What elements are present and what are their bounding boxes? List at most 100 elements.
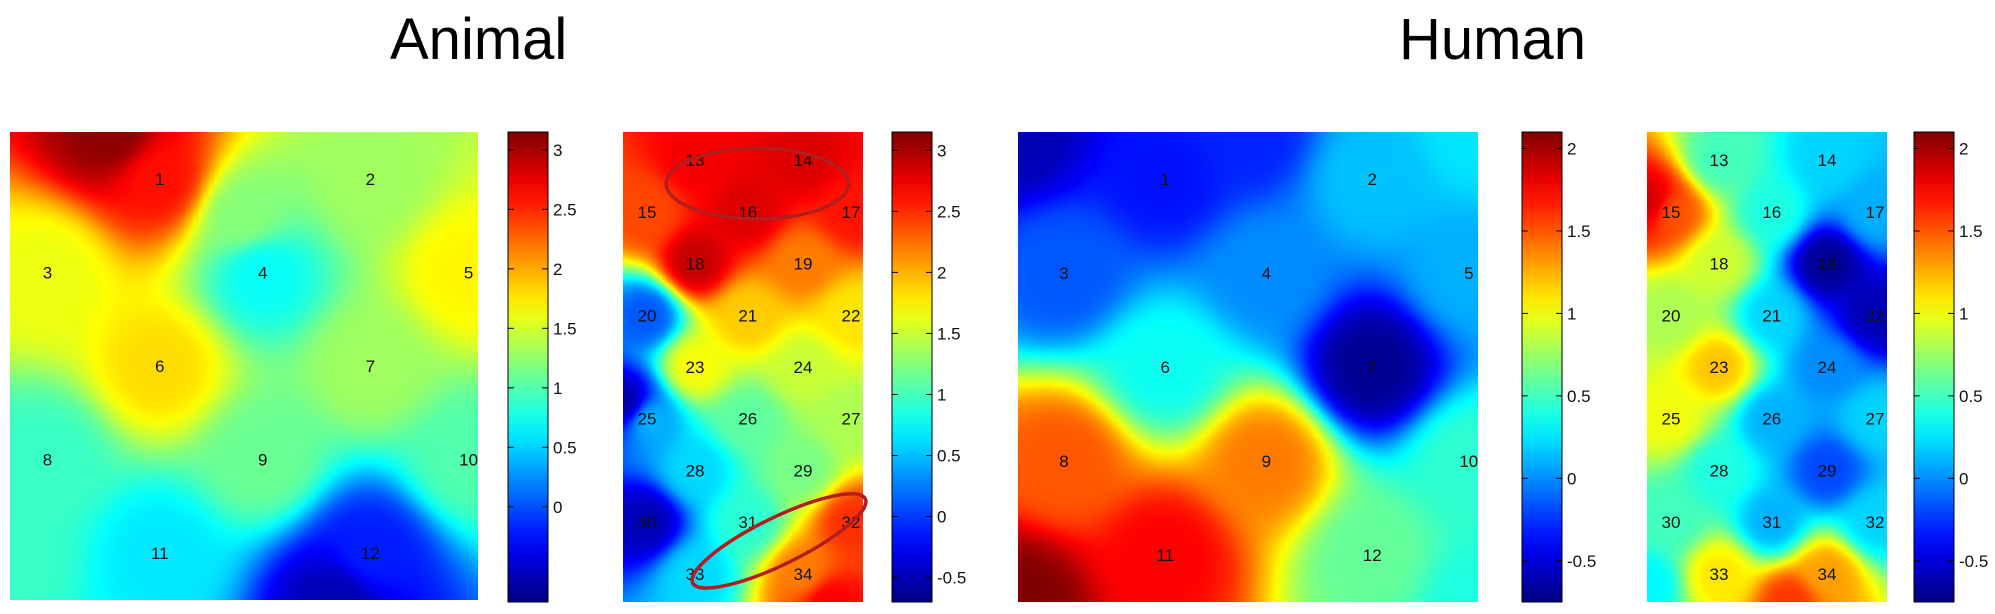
colorbar [508,132,548,602]
electrode-label-1: 1 [155,170,164,189]
colorbar-frame [1521,131,1563,603]
colorbar-tick-label: 1 [553,379,562,398]
electrode-label-11: 11 [1156,546,1174,565]
heat-field [10,132,478,600]
heatmap-panel-animal-1-12: 1 2 3 4 5 6 7 8 9 10 11 12 3 2.5 2 1.5 1 0.5 0 [0,0,600,614]
electrode-label-4: 4 [1262,264,1271,283]
colorbar-tick-label: 2 [1959,139,1968,158]
electrode-label-4: 4 [258,263,267,282]
electrode-label-1: 1 [1160,170,1169,189]
electrode-label-16: 16 [1762,203,1781,222]
electrode-label-6: 6 [155,357,164,376]
electrode-label-8: 8 [1059,452,1068,471]
animal-group-title: Animal [390,7,568,72]
electrode-label-23: 23 [1710,358,1729,377]
electrode-label-15: 15 [638,203,657,222]
electrode-label-14: 14 [1818,151,1837,170]
electrode-label-23: 23 [686,358,705,377]
electrode-label-6: 6 [1160,358,1169,377]
electrode-label-33: 33 [1710,565,1729,584]
colorbar-tick-label: 3 [937,141,946,160]
colorbar [1522,132,1562,602]
colorbar-tick-label: 0 [553,498,562,517]
electrode-label-22: 22 [842,306,861,325]
electrode-label-24: 24 [1818,358,1837,377]
heat-field [1018,132,1478,602]
colorbar-tick-label: 0.5 [937,447,961,466]
electrode-label-12: 12 [361,544,380,563]
electrode-label-5: 5 [1464,264,1473,283]
electrode-label-28: 28 [1710,461,1729,480]
colorbar-tick-label: 1.5 [937,324,961,343]
colorbar-tick-label: -0.5 [1567,552,1596,571]
electrode-label-2: 2 [366,170,375,189]
colorbar-tick-label: 0.5 [1567,387,1591,406]
electrode-label-20: 20 [638,306,657,325]
colorbar-tick-label: 0 [1567,469,1576,488]
colorbar-tick-label: -0.5 [1959,552,1988,571]
electrode-label-27: 27 [842,410,861,429]
electrode-label-32: 32 [1866,513,1885,532]
electrode-label-7: 7 [366,357,375,376]
electrode-label-21: 21 [1762,306,1781,325]
colorbar-tick-label: 1.5 [553,319,577,338]
colorbar-tick-label: 1 [1959,304,1968,323]
electrode-label-18: 18 [686,255,705,274]
electrode-label-17: 17 [1866,203,1885,222]
colorbar-tick-label: 2 [937,263,946,282]
highlight-ellipse-2 [690,492,868,590]
electrode-label-22: 22 [1866,306,1885,325]
electrode-label-8: 8 [43,451,52,470]
electrode-label-10: 10 [459,451,478,470]
electrode-label-15: 15 [1662,203,1681,222]
heatmap-panel-animal-13-34: 13 14 15 16 17 18 19 20 21 22 23 24 25 26 27 28 29 30 31 32… [0,0,980,614]
colorbar-tick-label: 3 [553,141,562,160]
electrode-label-5: 5 [464,263,473,282]
electrode-label-3: 3 [43,263,52,282]
electrode-label-30: 30 [1662,513,1681,532]
colorbar-frame [507,131,549,603]
electrode-label-19: 19 [1818,255,1837,274]
colorbar-tick-label: 0.5 [1959,387,1983,406]
heat-field [623,132,863,602]
electrode-label-19: 19 [794,255,813,274]
highlight-ellipse-1 [664,146,851,221]
electrode-label-34: 34 [794,565,813,584]
colorbar-frame [891,131,933,603]
electrode-label-26: 26 [738,410,757,429]
colorbar-tick-label: 1.5 [1567,222,1591,241]
electrode-label-25: 25 [638,410,657,429]
electrode-label-10: 10 [1459,452,1478,471]
electrode-label-27: 27 [1866,410,1885,429]
colorbar-tick-label: 2 [553,260,562,279]
electrode-label-11: 11 [151,544,169,563]
colorbar [892,132,932,602]
electrode-label-29: 29 [1818,461,1837,480]
electrode-label-18: 18 [1710,255,1729,274]
electrode-label-30: 30 [638,513,657,532]
electrode-label-13: 13 [1710,151,1729,170]
electrode-label-9: 9 [258,451,267,470]
electrode-label-2: 2 [1367,170,1376,189]
electrode-label-34: 34 [1818,565,1837,584]
electrode-label-25: 25 [1662,410,1681,429]
colorbar-tick-label: 0 [937,508,946,527]
electrode-label-3: 3 [1059,264,1068,283]
colorbar-tick-label: 0.5 [553,438,577,457]
colorbar-tick-label: 1 [1567,304,1576,323]
electrode-label-7: 7 [1367,358,1376,377]
electrode-label-9: 9 [1262,452,1271,471]
electrode-label-31: 31 [1762,513,1781,532]
colorbar-tick-label: 0 [1959,469,1968,488]
electrode-label-20: 20 [1662,306,1681,325]
colorbar-tick-label: 2.5 [937,202,961,221]
heatmap-panel-human-1-12: 1 2 3 4 5 6 7 8 9 10 11 12 2 1.5 1 0.5 0 -0.5 [1018,131,1596,603]
electrode-label-29: 29 [794,461,813,480]
human-group-title: Human [1399,7,1586,72]
colorbar-frame [1913,131,1955,603]
